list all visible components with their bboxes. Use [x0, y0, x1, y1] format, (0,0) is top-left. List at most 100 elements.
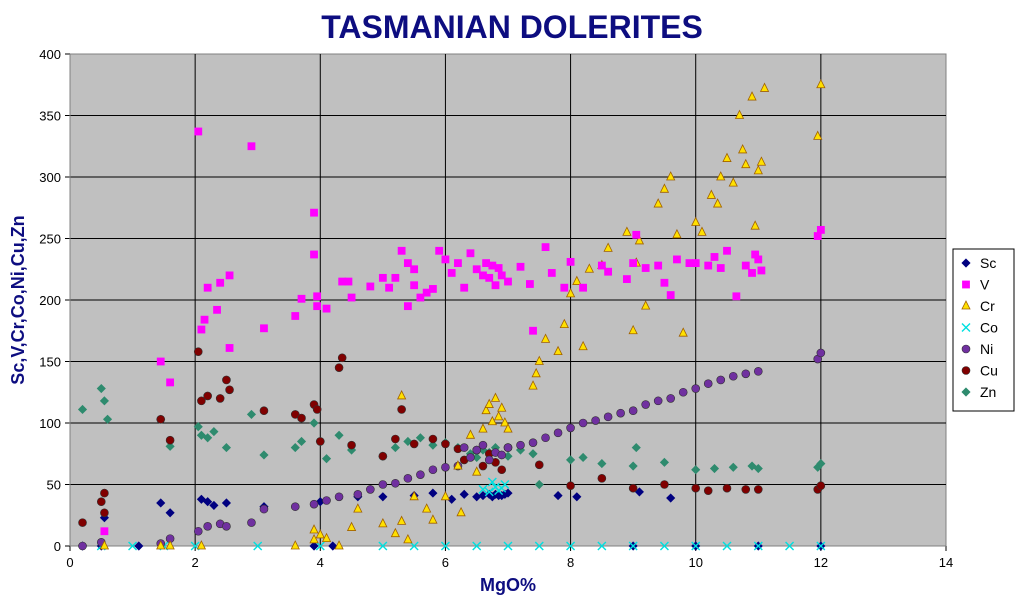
co-point — [253, 541, 263, 551]
ni-point — [334, 492, 344, 502]
cr-point — [678, 327, 688, 337]
co-point — [722, 541, 732, 551]
v-point — [723, 246, 731, 255]
sc-point — [553, 491, 563, 501]
sc-point — [428, 488, 438, 498]
ni-point — [578, 418, 588, 428]
cu-point — [378, 451, 388, 461]
cr-point — [572, 275, 582, 285]
x-marker-stroke — [816, 541, 826, 551]
v-point — [310, 250, 318, 259]
cr-point — [756, 156, 767, 166]
co-point — [628, 541, 638, 551]
v-point — [504, 277, 512, 286]
cr-point — [403, 533, 413, 544]
v-point — [247, 142, 256, 151]
legend-label-cu: Cu — [980, 363, 998, 379]
ni-point — [541, 433, 550, 443]
v-point — [485, 273, 494, 282]
cr-point — [659, 183, 670, 193]
v-point — [260, 324, 268, 333]
x-tick-label: 6 — [442, 555, 449, 570]
ni-point — [603, 412, 613, 422]
zn-point — [597, 459, 607, 469]
v-point — [516, 262, 525, 271]
legend-marker-ni — [961, 344, 971, 354]
cr-point — [628, 324, 638, 335]
sc-point — [459, 489, 469, 499]
cu-point — [497, 465, 507, 475]
ni-point — [616, 408, 625, 418]
y-tick-label: 400 — [39, 47, 61, 62]
v-point — [579, 283, 587, 292]
cu-point — [165, 435, 175, 445]
zn-point — [728, 462, 738, 472]
cr-point — [565, 287, 576, 298]
sc-point — [378, 492, 388, 502]
co-point — [566, 541, 576, 551]
cr-point — [622, 226, 632, 236]
cu-point — [259, 406, 269, 416]
x-marker-stroke — [659, 541, 669, 551]
ni-point — [641, 400, 650, 409]
data-points — [77, 78, 826, 551]
v-point — [629, 259, 638, 268]
series-ni — [78, 348, 826, 551]
ni-point — [378, 480, 388, 489]
y-tick-label: 50 — [47, 478, 61, 493]
cr-point — [346, 521, 357, 531]
cr-point — [734, 109, 745, 119]
v-point — [366, 282, 375, 291]
x-marker-stroke — [691, 541, 701, 551]
series-v — [100, 127, 825, 536]
cr-point — [559, 318, 569, 329]
cu-point — [478, 461, 488, 471]
x-marker-stroke — [487, 477, 497, 487]
x-marker-stroke — [253, 541, 263, 551]
ni-point — [553, 428, 563, 438]
v-point — [654, 261, 663, 270]
ni-point — [466, 453, 475, 462]
cu-point — [391, 434, 400, 444]
zn-point — [165, 441, 175, 451]
x-marker-stroke — [478, 484, 488, 494]
ni-point — [78, 541, 87, 551]
ni-point — [247, 518, 256, 527]
zn-point — [334, 430, 344, 440]
cr-point — [750, 220, 760, 230]
sc-point — [666, 493, 676, 503]
ni-point — [290, 502, 300, 511]
cr-point — [396, 515, 407, 525]
zn-point — [102, 414, 113, 424]
ni-point — [203, 522, 212, 531]
cu-point — [78, 518, 87, 527]
v-point — [566, 257, 575, 266]
cr-point — [481, 404, 491, 415]
y-axis-label: Sc,V,Cr,Co,Ni,Cu,Zn — [8, 215, 28, 384]
co-point — [500, 480, 510, 489]
v-point — [225, 271, 234, 280]
series-cu — [78, 347, 826, 527]
cr-point — [165, 540, 175, 550]
v-point — [691, 259, 700, 268]
v-point — [429, 285, 437, 293]
v-point — [491, 281, 500, 290]
co-point — [478, 484, 488, 494]
cr-point — [290, 540, 300, 550]
cr-point — [490, 392, 501, 402]
cr-point — [156, 540, 166, 550]
cr-point — [315, 529, 325, 539]
ni-point — [353, 490, 363, 499]
zn-point — [578, 452, 588, 463]
x-marker-stroke — [566, 541, 576, 551]
zn-point — [628, 461, 638, 471]
co-point — [484, 487, 494, 497]
zn-point — [390, 443, 400, 453]
co-point — [128, 541, 138, 551]
co-point — [487, 477, 497, 487]
cr-point — [672, 228, 682, 239]
cu-point — [215, 394, 225, 403]
v-point — [403, 259, 412, 268]
cu-point — [660, 480, 669, 489]
chart-title: TASMANIAN DOLERITES — [321, 9, 703, 45]
